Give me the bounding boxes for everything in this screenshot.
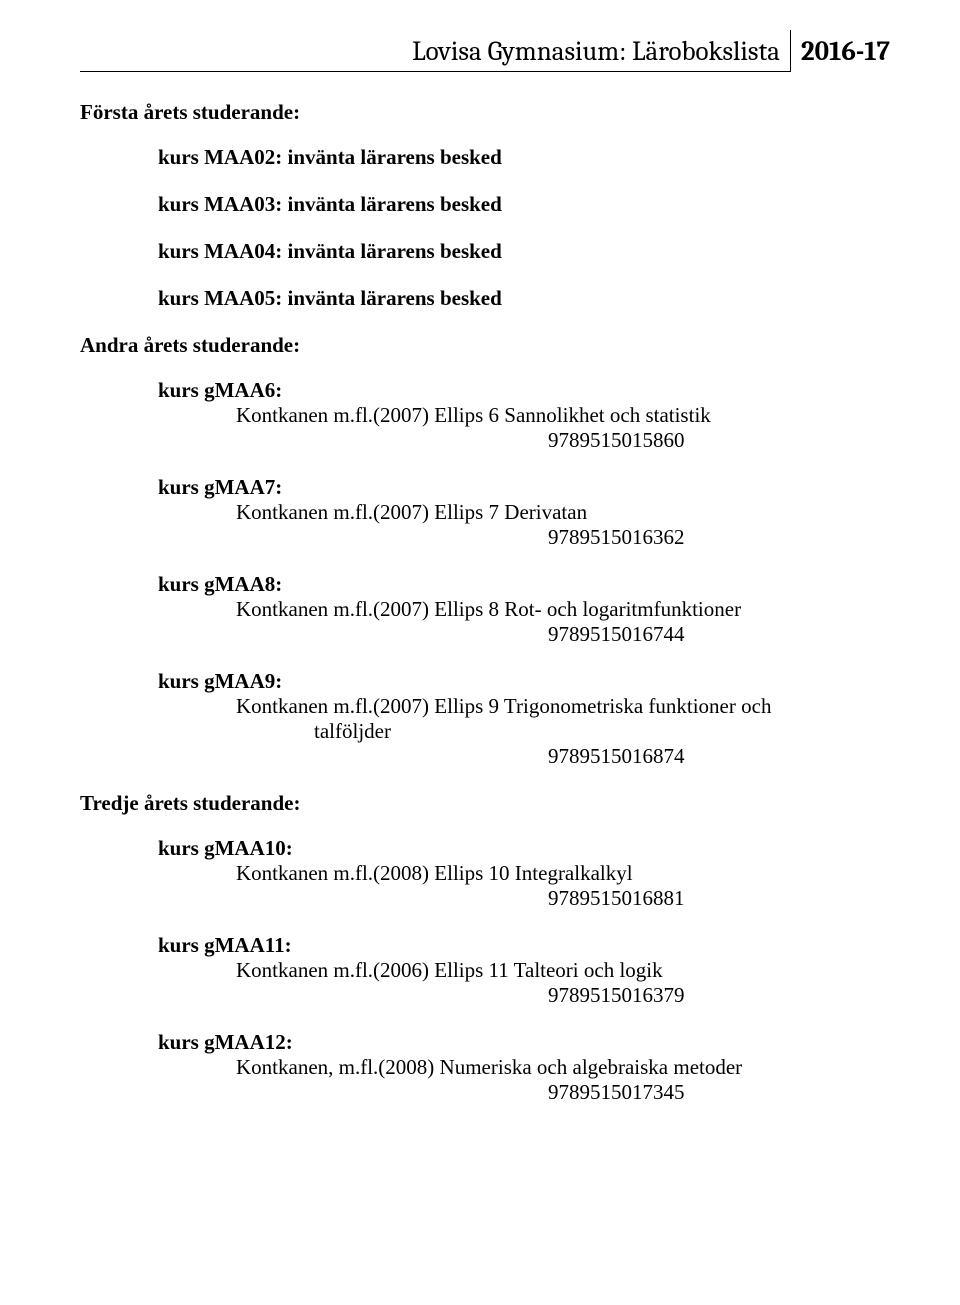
first-year-heading: Första årets studerande: bbox=[80, 100, 900, 125]
course-gmaa12-book: Kontkanen, m.fl.(2008) Numeriska och alg… bbox=[236, 1055, 900, 1080]
second-year-heading: Andra årets studerande: bbox=[80, 333, 900, 358]
course-gmaa6-name: kurs gMAA6: bbox=[158, 378, 900, 403]
course-gmaa9-book2: talföljder bbox=[314, 719, 900, 744]
course-gmaa11: kurs gMAA11: Kontkanen m.fl.(2006) Ellip… bbox=[158, 933, 900, 1008]
course-maa05: kurs MAA05: invänta lärarens besked bbox=[158, 286, 900, 311]
course-gmaa11-isbn: 9789515016379 bbox=[548, 983, 900, 1008]
course-gmaa7-name: kurs gMAA7: bbox=[158, 475, 900, 500]
course-maa03: kurs MAA03: invänta lärarens besked bbox=[158, 192, 900, 217]
course-gmaa9-book: Kontkanen m.fl.(2007) Ellips 9 Trigonome… bbox=[236, 694, 900, 719]
third-year-heading: Tredje årets studerande: bbox=[80, 791, 900, 816]
course-gmaa8-name: kurs gMAA8: bbox=[158, 572, 900, 597]
course-gmaa9-isbn: 9789515016874 bbox=[548, 744, 900, 769]
course-maa02: kurs MAA02: invänta lärarens besked bbox=[158, 145, 900, 170]
course-gmaa12-name: kurs gMAA12: bbox=[158, 1030, 900, 1055]
course-gmaa10-isbn: 9789515016881 bbox=[548, 886, 900, 911]
course-gmaa6-isbn: 9789515015860 bbox=[548, 428, 900, 453]
page-header: Lovisa Gymnasium: Lärobokslista 2016-17 bbox=[80, 30, 900, 72]
course-gmaa11-book: Kontkanen m.fl.(2006) Ellips 11 Talteori… bbox=[236, 958, 900, 983]
course-gmaa7-book: Kontkanen m.fl.(2007) Ellips 7 Derivatan bbox=[236, 500, 900, 525]
header-title: Lovisa Gymnasium: Lärobokslista bbox=[80, 30, 790, 72]
course-gmaa9-name: kurs gMAA9: bbox=[158, 669, 900, 694]
course-gmaa12: kurs gMAA12: Kontkanen, m.fl.(2008) Nume… bbox=[158, 1030, 900, 1105]
course-gmaa7-isbn: 9789515016362 bbox=[548, 525, 900, 550]
course-gmaa11-name: kurs gMAA11: bbox=[158, 933, 900, 958]
course-gmaa8-book: Kontkanen m.fl.(2007) Ellips 8 Rot- och … bbox=[236, 597, 900, 622]
course-gmaa8: kurs gMAA8: Kontkanen m.fl.(2007) Ellips… bbox=[158, 572, 900, 647]
course-gmaa9: kurs gMAA9: Kontkanen m.fl.(2007) Ellips… bbox=[158, 669, 900, 769]
course-gmaa7: kurs gMAA7: Kontkanen m.fl.(2007) Ellips… bbox=[158, 475, 900, 550]
course-gmaa10-book: Kontkanen m.fl.(2008) Ellips 10 Integral… bbox=[236, 861, 900, 886]
course-gmaa10: kurs gMAA10: Kontkanen m.fl.(2008) Ellip… bbox=[158, 836, 900, 911]
course-gmaa10-name: kurs gMAA10: bbox=[158, 836, 900, 861]
header-year: 2016-17 bbox=[790, 30, 900, 72]
course-gmaa12-isbn: 9789515017345 bbox=[548, 1080, 900, 1105]
course-gmaa8-isbn: 9789515016744 bbox=[548, 622, 900, 647]
course-gmaa6-book: Kontkanen m.fl.(2007) Ellips 6 Sannolikh… bbox=[236, 403, 900, 428]
course-maa04: kurs MAA04: invänta lärarens besked bbox=[158, 239, 900, 264]
course-gmaa6: kurs gMAA6: Kontkanen m.fl.(2007) Ellips… bbox=[158, 378, 900, 453]
